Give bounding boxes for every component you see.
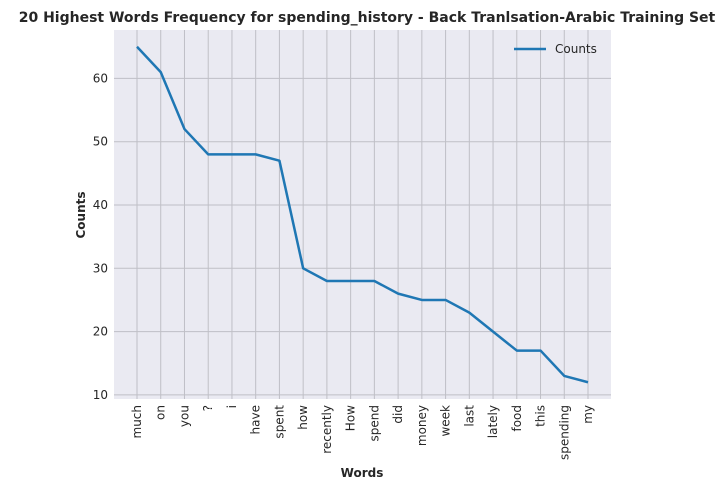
x-tick-label: spend [367, 405, 381, 441]
y-axis-label: Counts [74, 191, 88, 238]
x-tick-label: week [439, 405, 453, 437]
legend-label: Counts [555, 42, 597, 56]
x-tick-label: how [296, 405, 310, 430]
x-tick-label: food [510, 405, 524, 432]
x-tick-label: my [581, 405, 595, 424]
y-tick-label: 20 [93, 325, 108, 339]
x-tick-label: How [344, 405, 358, 431]
y-tick-label: 40 [93, 198, 108, 212]
x-tick-label: money [415, 405, 429, 446]
x-tick-label: have [249, 405, 263, 434]
x-tick-label: recently [320, 405, 334, 454]
x-tick-label: i [225, 405, 239, 408]
y-tick-label: 60 [93, 71, 108, 85]
series-layer [136, 45, 589, 384]
series-line-counts [136, 45, 589, 384]
legend: Counts [514, 42, 597, 56]
x-tick-label: much [130, 405, 144, 439]
y-tick-label: 10 [93, 388, 108, 402]
plot-area [114, 30, 611, 399]
y-tick-label: 50 [93, 135, 108, 149]
x-tick-label: did [391, 405, 405, 424]
x-tick-label: this [534, 405, 548, 427]
x-tick-label: lately [486, 405, 500, 438]
x-ticks: much on you? i have spent how recently How spend d… [130, 405, 595, 460]
x-tick-label: spent [272, 405, 286, 439]
y-ticks: 10 20 30 40 50 60 [93, 71, 108, 401]
x-tick-label: on [154, 405, 168, 420]
x-tick-label: last [462, 405, 476, 427]
chart-title: 20 Highest Words Frequency for spending_… [19, 10, 716, 26]
x-tick-label: you [177, 405, 191, 427]
grid [114, 30, 611, 399]
x-axis-label: Words [341, 466, 384, 480]
y-tick-label: 30 [93, 261, 108, 275]
x-tick-label: spending [557, 405, 571, 460]
x-tick-label: ? [201, 405, 215, 411]
